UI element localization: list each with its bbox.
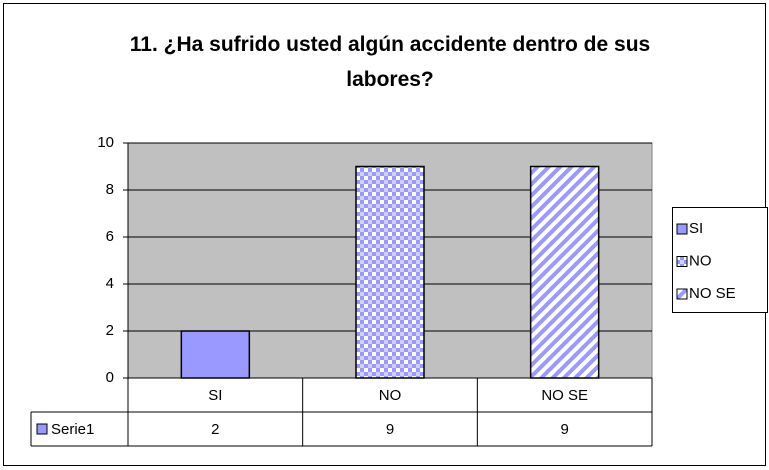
- legend-label: SI: [689, 220, 703, 237]
- y-tick-label: 6: [106, 228, 114, 245]
- y-tick-label: 8: [106, 181, 114, 198]
- legend-key: [676, 288, 688, 300]
- bar: [529, 165, 600, 379]
- chart-title: 11. ¿Ha sufrido usted algún accidente de…: [129, 33, 651, 91]
- table-value: 9: [560, 421, 568, 438]
- table-value: 2: [211, 421, 219, 438]
- legend-label: NO: [689, 252, 712, 269]
- legend-key: [36, 423, 48, 435]
- legend-key: [676, 256, 688, 267]
- x-tick-label: SI: [208, 387, 222, 404]
- x-tick-label: NO: [379, 387, 402, 404]
- y-tick-label: 10: [97, 134, 114, 151]
- legend-box: [672, 207, 768, 313]
- bar: [180, 330, 251, 379]
- table-series-name: Serie1: [51, 421, 94, 438]
- y-tick-label: 4: [106, 275, 114, 292]
- bar: [355, 165, 425, 379]
- table-value: 9: [386, 421, 394, 438]
- x-tick-label: NO SE: [541, 387, 588, 404]
- y-tick-label: 2: [106, 322, 114, 339]
- y-tick-label: 0: [106, 369, 114, 386]
- legend-key: [676, 223, 688, 235]
- legend-label: NO SE: [689, 285, 736, 302]
